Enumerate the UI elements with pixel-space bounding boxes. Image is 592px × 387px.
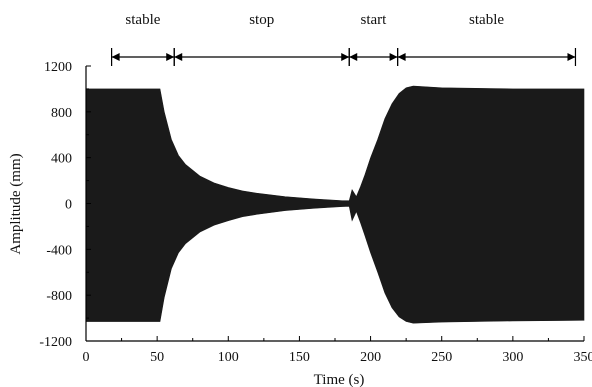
y-tick-label: -1200 bbox=[39, 335, 72, 350]
x-tick-label: 250 bbox=[431, 350, 452, 365]
y-tick-label: 400 bbox=[51, 152, 72, 167]
y-tick-label: 0 bbox=[65, 198, 72, 213]
x-tick-label: 100 bbox=[218, 350, 239, 365]
signal-layer bbox=[85, 85, 585, 324]
y-tick-label: 800 bbox=[51, 106, 72, 121]
y-tick-label: -800 bbox=[46, 289, 72, 304]
x-tick-label: 300 bbox=[502, 350, 523, 365]
x-tick-label: 0 bbox=[83, 350, 90, 365]
x-tick-label: 150 bbox=[289, 350, 310, 365]
y-axis-title: Amplitude (mm) bbox=[8, 153, 24, 254]
phase-annotations: stable stop start stable bbox=[111, 12, 577, 66]
phase-arrowhead-left bbox=[111, 53, 120, 61]
phase-label: start bbox=[361, 12, 388, 28]
axes: 0 50 100 150 200 250 300 350 1200 800 400 0 -400 -800… bbox=[39, 60, 592, 365]
phase-label: stable bbox=[125, 12, 160, 28]
phase-arrowhead-left bbox=[174, 53, 183, 61]
x-tick-label: 50 bbox=[150, 350, 164, 365]
phase-label: stop bbox=[249, 12, 274, 28]
y-tick-label: -400 bbox=[46, 243, 72, 258]
signal-envelope bbox=[85, 85, 585, 324]
phase-arrowhead-right bbox=[389, 53, 398, 61]
y-tick-label: 1200 bbox=[44, 60, 72, 75]
phase-arrowhead-right bbox=[341, 53, 350, 61]
phase-label: stable bbox=[469, 12, 504, 28]
x-tick-label: 350 bbox=[574, 350, 592, 365]
phase-arrowhead-left bbox=[349, 53, 358, 61]
phase-arrowhead-left bbox=[397, 53, 406, 61]
phase-arrowhead-right bbox=[166, 53, 175, 61]
x-tick-label: 200 bbox=[360, 350, 381, 365]
x-axis-title: Time (s) bbox=[314, 372, 365, 387]
phase-arrowhead-right bbox=[567, 53, 576, 61]
